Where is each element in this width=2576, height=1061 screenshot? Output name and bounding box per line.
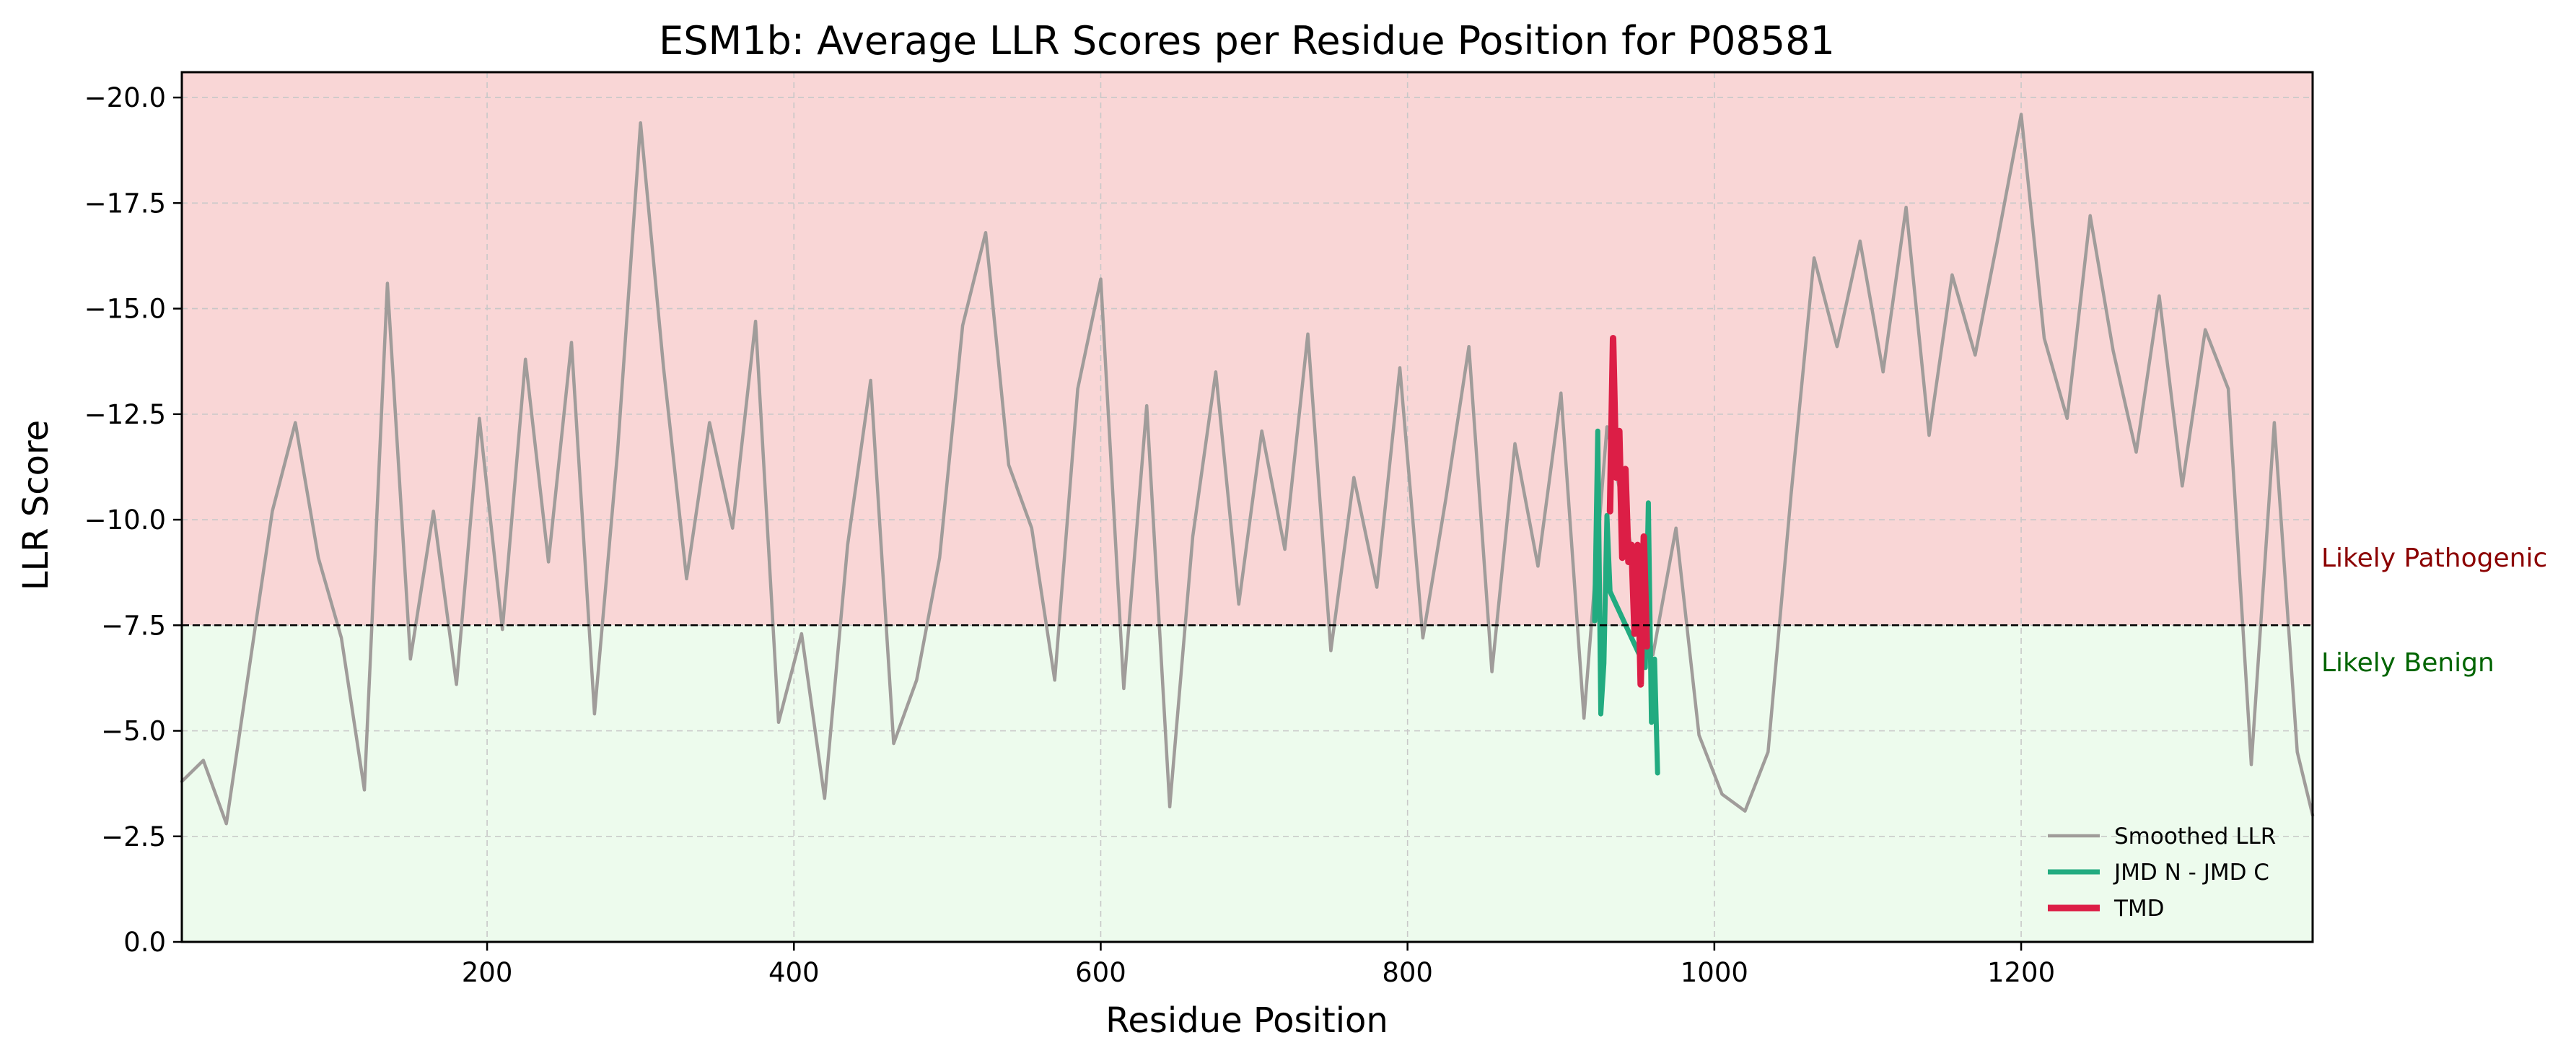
x-tick-label: 1000	[1681, 957, 1748, 988]
y-axis-ticks: 0.0 −2.5 −5.0 −7.5 −10.0 −12.5 −15.0 −17.5 −20.0	[84, 82, 182, 958]
x-axis-label: Residue Position	[1105, 1000, 1388, 1041]
x-tick-label: 200	[462, 957, 513, 988]
zone-benign-fill	[182, 625, 2313, 942]
series-tmd	[1606, 335, 1650, 688]
legend-entry-label: Smoothed LLR	[2114, 824, 2276, 850]
y-tick-label: −17.5	[84, 188, 166, 219]
plot-frame	[180, 71, 2314, 943]
y-tick-label: −10.0	[84, 505, 166, 536]
legend: Smoothed LLR JMD N - JMD C TMD	[2048, 824, 2276, 922]
y-tick-label: −5.0	[101, 716, 166, 747]
y-tick-label: −20.0	[84, 82, 166, 113]
y-axis-label: LLR Score	[16, 420, 56, 591]
legend-entry-label: TMD	[2113, 896, 2165, 922]
y-tick-label: −12.5	[84, 399, 166, 430]
plot-area	[180, 71, 2315, 943]
x-tick-label: 1200	[1987, 957, 2055, 988]
y-tick-label: 0.0	[123, 927, 166, 958]
y-tick-label: −15.0	[84, 294, 166, 325]
series-jmd	[1592, 428, 1660, 776]
legend-entry-label: JMD N - JMD C	[2113, 860, 2269, 886]
x-tick-label: 600	[1075, 957, 1126, 988]
y-tick-label: −7.5	[101, 610, 166, 641]
x-tick-label: 400	[768, 957, 820, 988]
y-tick-label: −2.5	[101, 821, 166, 852]
zone-label-pathogenic: Likely Pathogenic	[2321, 543, 2547, 573]
zone-label-benign: Likely Benign	[2321, 648, 2494, 678]
series-smoothed-llr	[180, 113, 2315, 826]
x-axis-ticks: 200 400 600 800 1000 1200	[462, 942, 2055, 988]
chart-title: ESM1b: Average LLR Scores per Residue Po…	[659, 18, 1835, 64]
x-tick-label: 800	[1382, 957, 1433, 988]
series-layer	[180, 113, 2315, 826]
grid-lines	[182, 72, 2313, 943]
